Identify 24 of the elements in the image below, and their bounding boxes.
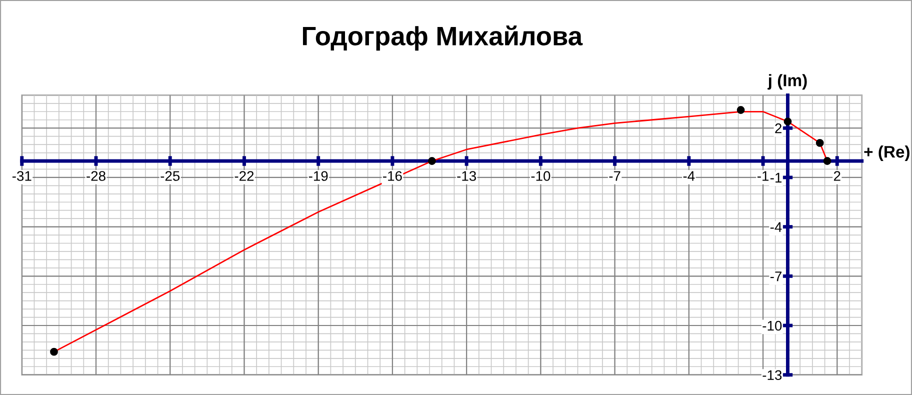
x-tick-label: -13	[457, 171, 476, 181]
y-tick-label: -4	[770, 222, 782, 232]
x-tick-label: -25	[160, 171, 180, 181]
y-tick-label: -7	[770, 272, 782, 282]
x-tick-label: 2	[834, 171, 840, 181]
y-tick-label: -10	[762, 320, 782, 331]
x-tick-label: -19	[308, 171, 328, 181]
x-tick-label: -16	[383, 171, 402, 181]
point	[428, 157, 436, 165]
point	[823, 157, 832, 165]
y-tick-label: -13	[762, 370, 782, 380]
chart-title: Годограф Михайлова	[302, 26, 583, 51]
x-tick-label: -22	[234, 171, 254, 181]
point	[816, 138, 824, 147]
y-tick-label: 2	[775, 123, 782, 134]
x-tick-label: -31	[12, 171, 32, 181]
x-tick-label: -4	[683, 171, 695, 181]
x-axis-title: + (Re)	[864, 145, 910, 161]
x-tick-label: -28	[86, 171, 106, 181]
point	[50, 348, 58, 356]
point	[736, 106, 745, 114]
y-axis-title: j (Im)	[768, 74, 807, 90]
x-tick-label: -7	[609, 171, 620, 181]
x-tick-label: -10	[531, 171, 550, 181]
